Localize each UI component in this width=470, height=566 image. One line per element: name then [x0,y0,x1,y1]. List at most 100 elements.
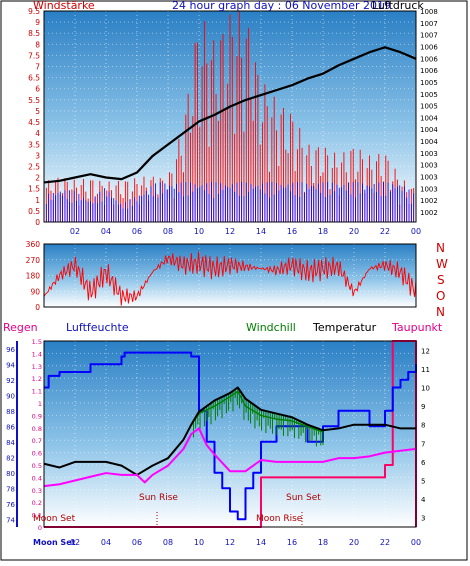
pressure-y-tick-label: 1008 [420,8,438,16]
wind-y-tick-label: 3.5 [28,140,40,149]
wind-x-tick-label: 06 [132,227,142,236]
wind-x-tick-label: 10 [194,227,204,236]
pressure-y-tick-label: 1004 [420,138,438,146]
dir-letter-w: W [436,257,448,271]
temp-y-tick-label: 12 [421,347,430,355]
wind-y-tick-label: 3 [35,151,40,160]
sun-rise-annotation: Sun Rise [139,493,178,503]
temperature-label: Temperatur [312,321,377,334]
wind-y-tick-label: 2 [35,174,40,183]
temp-y-tick-label: 3 [421,515,425,523]
temp-x-tick-label: 08 [163,538,173,547]
dewpoint-line [43,427,417,488]
wind-y-tick-label: 0 [35,218,40,227]
rain-y-tick-label: 0.5 [32,462,42,470]
moon-set-axis-label: Moon Set [33,538,76,547]
humidity-y-tick-label: 74 [6,516,15,524]
dir-y-tick-label: 0 [35,303,40,312]
temp-x-tick-label: 16 [287,538,297,547]
chart-title: 24 hour graph day : 06 November 2019 [172,0,391,12]
temp-x-tick-label: 04 [101,538,111,547]
temp-x-tick-label: 10 [194,538,204,547]
pressure-y-tick-label: 1002 [420,209,438,217]
pressure-y-tick-label: 1003 [420,162,438,170]
temp-x-tick-label: 22 [380,538,390,547]
wind-y-tick-label: 5.5 [28,96,40,105]
sun-set-annotation: Sun Set [286,493,321,503]
rain-y-tick-label: 0 [38,524,42,532]
wind-x-tick-label: 22 [380,227,390,236]
wind-y-tick-label: 6 [35,85,40,94]
moon-rise-annotation: Moon Rise [256,514,303,524]
dir-letter-n-bottom: N [436,305,445,319]
pressure-y-tick-label: 1004 [420,126,438,134]
pressure-y-tick-label: 1003 [420,150,438,158]
pressure-label: Luftdruck [372,0,424,12]
dir-y-tick-label: 270 [26,256,41,265]
pressure-y-tick-label: 1006 [420,43,438,51]
rain-y-tick-label: 0.2 [32,499,42,507]
pressure-y-tick-label: 1002 [420,197,438,205]
humidity-y-tick-label: 86 [6,423,15,431]
rain-y-tick-label: 0.8 [32,425,42,433]
windchill-label: Windchill [246,321,296,334]
temp-y-tick-label: 4 [421,496,426,504]
wind-strength-label: Windstärke [33,0,95,12]
rain-y-tick-label: 0.4 [32,474,42,482]
wind-y-tick-label: 0.5 [28,207,40,216]
temp-x-tick-label: 18 [318,538,328,547]
temp-plot-border [43,340,417,528]
humidity-y-tick-label: 82 [6,454,15,462]
wind-x-tick-label: 12 [225,227,235,236]
moon-set-annotation: Moon Set [33,514,76,524]
pressure-y-tick-label: 1006 [420,55,438,63]
dir-letter-o: O [436,289,445,303]
wind-y-tick-label: 4 [35,129,40,138]
wind-x-tick-label: 04 [101,227,111,236]
temp-x-tick-label: 20 [349,538,359,547]
pressure-y-tick-label: 1005 [420,103,438,111]
pressure-y-tick-label: 1005 [420,79,438,87]
humidity-y-tick-label: 80 [6,470,15,478]
temp-y-tick-label: 9 [421,403,425,411]
dir-y-tick-label: 90 [30,287,40,296]
wind-y-tick-label: 9 [35,18,40,27]
temp-x-tick-label: 02 [70,538,80,547]
temp-y-tick-label: 10 [421,385,430,393]
temp-x-tick-label: 06 [132,538,142,547]
humidity-y-tick-label: 76 [6,501,15,509]
rain-y-tick-label: 0.9 [32,412,42,420]
wind-y-tick-label: 4.5 [28,118,40,127]
pressure-y-tick-label: 1007 [420,20,438,28]
wind-y-tick-label: 6.5 [28,74,40,83]
wind-x-tick-label: 00 [411,227,421,236]
temp-x-tick-label: 00 [411,538,421,547]
wind-direction-line [43,251,417,306]
wind-x-tick-label: 20 [349,227,359,236]
temp-x-tick-label: 14 [256,538,266,547]
humidity-label: Luftfeuchte [66,321,129,334]
wind-y-tick-label: 9.5 [28,7,40,16]
pressure-y-tick-label: 1003 [420,174,438,182]
humidity-y-tick-label: 84 [6,439,15,447]
rain-y-tick-label: 1.2 [32,375,42,383]
wind-y-tick-label: 7.5 [28,51,40,60]
temp-x-tick-label: 12 [225,538,235,547]
dir-y-tick-label: 180 [26,272,41,281]
wind-x-tick-label: 08 [163,227,173,236]
humidity-y-tick-label: 90 [6,392,15,400]
humidity-y-tick-label: 88 [6,408,15,416]
temp-y-tick-label: 6 [421,459,426,467]
pressure-y-tick-label: 1003 [420,185,438,193]
pressure-y-tick-label: 1005 [420,91,438,99]
windchill-line [190,390,324,433]
dewpoint-label: Taupunkt [391,321,443,334]
temperature-line [43,386,416,476]
wind-plot-border [43,10,417,223]
temp-y-tick-label: 5 [421,478,425,486]
rain-y-tick-label: 0.1 [32,512,42,520]
dir-letter-s: S [437,273,445,287]
humidity-line [44,351,417,521]
